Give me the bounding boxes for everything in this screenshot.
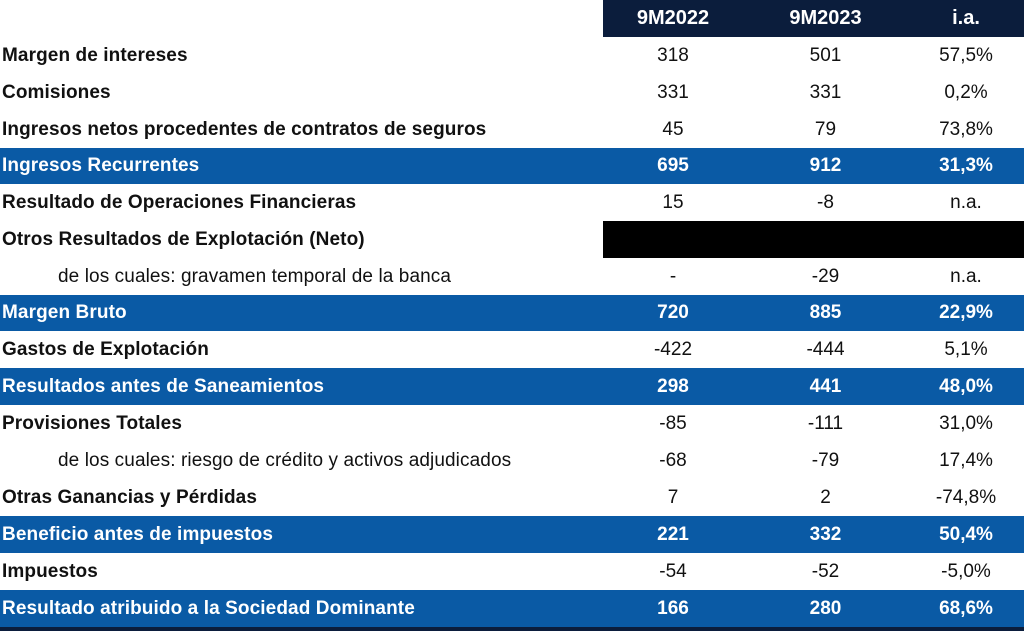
row-value-9m2022: 318 [657,44,689,66]
row-value-9m2022: 331 [657,81,689,103]
row-value-9m2022: 7 [667,486,679,508]
header-ia: i.a. [952,7,980,29]
redacted-block [603,221,1024,258]
row-value-ia [908,221,1024,258]
table-row-highlight: Beneficio antes de impuestos 221 332 50,… [0,516,1024,553]
table-row-highlight: Ingresos Recurrentes 695 912 31,3% [0,148,1024,184]
row-value-9m2022: 695 [657,155,689,176]
row-label: Beneficio antes de impuestos [2,523,273,545]
table-row: Impuestos -54 -52 -5,0% [0,553,1024,590]
row-value-ia: n.a. [950,191,982,213]
row-value-ia: 22,9% [939,302,993,323]
row-value-9m2023: 79 [814,118,837,140]
row-value-9m2022: -422 [653,338,693,360]
row-value-9m2023: -29 [811,265,840,287]
row-value-9m2023 [743,221,908,258]
header-background [603,0,1024,37]
row-value-9m2022 [603,221,743,258]
header-9m2022: 9M2022 [636,7,710,29]
row-label: Resultado de Operaciones Financieras [2,191,357,213]
row-value-ia: 50,4% [939,523,993,545]
table-row: de los cuales: riesgo de crédito y activ… [0,442,1024,479]
row-value-ia: -74,8% [935,486,997,508]
table-row-highlight: Resultados antes de Saneamientos 298 441… [0,368,1024,405]
row-label: Ingresos netos procedentes de contratos … [2,118,487,140]
row-value-9m2023: 885 [809,302,842,323]
row-value-ia: 73,8% [939,118,993,140]
row-value-ia: 17,4% [939,449,993,471]
row-value-ia: 31,0% [939,412,993,434]
row-label: Resultados antes de Saneamientos [2,375,325,397]
table-row: Provisiones Totales -85 -111 31,0% [0,405,1024,442]
table-row: Gastos de Explotación -422 -444 5,1% [0,331,1024,368]
row-value-9m2022: -85 [659,412,687,434]
row-value-ia: 31,3% [939,155,993,176]
row-label-sub: de los cuales: riesgo de crédito y activ… [58,449,512,471]
bottom-border [0,627,1024,631]
row-label: Gastos de Explotación [2,338,209,360]
row-value-9m2022: 45 [662,118,684,140]
row-value-ia: 68,6% [939,597,993,619]
table-row: Otros Resultados de Explotación (Neto) [0,221,1024,258]
row-label: Margen de intereses [2,44,188,66]
row-label: Comisiones [2,81,111,103]
row-value-ia: n.a. [950,265,982,287]
row-value-9m2023: 2 [820,486,831,508]
table-row-highlight: Margen Bruto 720 885 22,9% [0,295,1024,331]
table-row-highlight: Resultado atribuido a la Sociedad Domina… [0,590,1024,627]
row-value-9m2023: -52 [811,560,840,582]
table-row: Resultado de Operaciones Financieras 15 … [0,184,1024,221]
row-label: Otros Resultados de Explotación (Neto) [2,228,365,250]
row-label: Margen Bruto [2,302,127,323]
row-value-9m2022: 166 [657,597,689,619]
row-value-9m2022: -68 [659,449,687,471]
row-value-9m2023: 501 [809,44,842,66]
table-row: Otras Ganancias y Pérdidas 7 2 -74,8% [0,479,1024,516]
row-value-9m2022: 720 [657,302,689,323]
row-value-9m2022: -54 [659,560,687,582]
row-value-9m2023: -79 [811,449,840,471]
row-label: Otras Ganancias y Pérdidas [2,486,257,508]
row-value-9m2023: 331 [809,81,842,103]
row-value-ia: 5,1% [944,338,988,360]
row-label: Impuestos [2,560,98,582]
table-header: 9M2022 9M2023 i.a. [0,0,1024,37]
table-row: de los cuales: gravamen temporal de la b… [0,258,1024,295]
row-value-9m2023: 280 [809,597,842,619]
row-value-9m2022: 15 [662,191,684,213]
row-value-ia: 0,2% [944,81,988,103]
row-value-9m2023: -8 [817,191,834,213]
table-row: Ingresos netos procedentes de contratos … [0,111,1024,148]
row-label: Ingresos Recurrentes [2,155,200,176]
row-value-9m2023: -444 [806,338,845,360]
table-row: Margen de intereses 318 501 57,5% [0,37,1024,74]
row-label-sub: de los cuales: gravamen temporal de la b… [58,265,452,287]
row-value-9m2022: 221 [657,523,689,545]
row-label: Resultado atribuido a la Sociedad Domina… [2,597,415,619]
row-value-9m2023: 912 [809,155,842,176]
row-value-9m2023: -111 [807,412,844,434]
row-value-9m2022: 298 [657,375,689,397]
row-value-9m2022: - [669,265,677,287]
row-value-ia: 48,0% [939,375,993,397]
row-value-9m2023: 441 [809,375,842,397]
row-value-9m2023: 332 [809,523,842,545]
row-value-ia: 57,5% [939,44,993,66]
row-value-ia: -5,0% [941,560,991,582]
table-row: Comisiones 331 331 0,2% [0,74,1024,111]
row-label: Provisiones Totales [2,412,182,434]
header-9m2023: 9M2023 [789,7,862,29]
